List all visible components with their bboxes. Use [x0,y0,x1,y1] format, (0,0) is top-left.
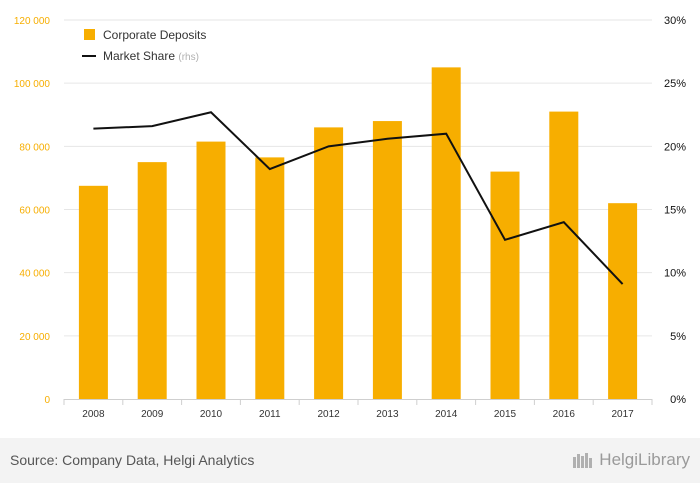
x-tick-label: 2014 [435,409,458,420]
x-tick-label: 2011 [259,409,281,420]
y-left-tick-label: 40 000 [19,269,50,280]
bar [431,67,461,399]
bar [372,121,402,400]
x-tick-label: 2013 [376,409,399,420]
legend-swatch-bar [84,29,95,40]
y-left-tick-label: 80 000 [19,142,50,153]
y-right-tick-label: 5% [670,331,686,343]
x-tick-label: 2015 [494,409,517,420]
line-series [93,111,624,285]
axes: 0 20 000 40 000 60 000 80 000 100 000 120 000 0… [14,15,686,420]
library-icon [573,453,593,468]
x-tick-label: 2010 [200,409,223,420]
x-tick-label: 2016 [553,409,576,420]
bar [490,171,520,399]
bar [314,127,344,399]
x-tick-label: 2012 [317,409,340,420]
y-left-tick-label: 120 000 [14,16,51,27]
brand-name: HelgiLibrary [599,450,690,469]
x-tick-label: 2008 [82,409,105,420]
y-right-tick-label: 30% [664,15,686,27]
legend-label-bar: Corporate Deposits [103,28,206,42]
bar [549,111,579,399]
y-left-tick-label: 20 000 [19,332,50,343]
y-right-tick-label: 0% [670,394,686,406]
bar [78,185,108,399]
source-text: Source: Company Data, Helgi Analytics [10,452,255,468]
legend-label-line: Market Share (rhs) [103,49,199,63]
footer: Source: Company Data, Helgi Analytics He… [0,438,700,483]
legend-label-line-name: Market Share [103,49,178,63]
chart: 0 20 000 40 000 60 000 80 000 100 000 120 000 0… [14,15,686,420]
bar [196,141,226,400]
y-right-tick-label: 10% [664,268,686,280]
y-right-tick-label: 15% [664,205,686,217]
y-right-tick-label: 20% [664,141,686,153]
brand-logo: HelgiLibrary [572,450,690,470]
bar-series [78,67,638,400]
y-left-tick-label: 100 000 [14,79,51,90]
bar [137,162,167,399]
y-left-tick-label: 60 000 [19,206,50,217]
x-tick-label: 2017 [611,409,634,420]
market-share-line [93,111,624,285]
y-right-tick-label: 25% [664,78,686,90]
legend-label-line-suffix: (rhs) [178,52,199,63]
legend: Corporate Deposits Market Share (rhs) [82,28,206,63]
bar [255,157,285,399]
y-left-tick-label: 0 [44,395,50,406]
bar [608,203,638,399]
x-tick-label: 2009 [141,409,164,420]
